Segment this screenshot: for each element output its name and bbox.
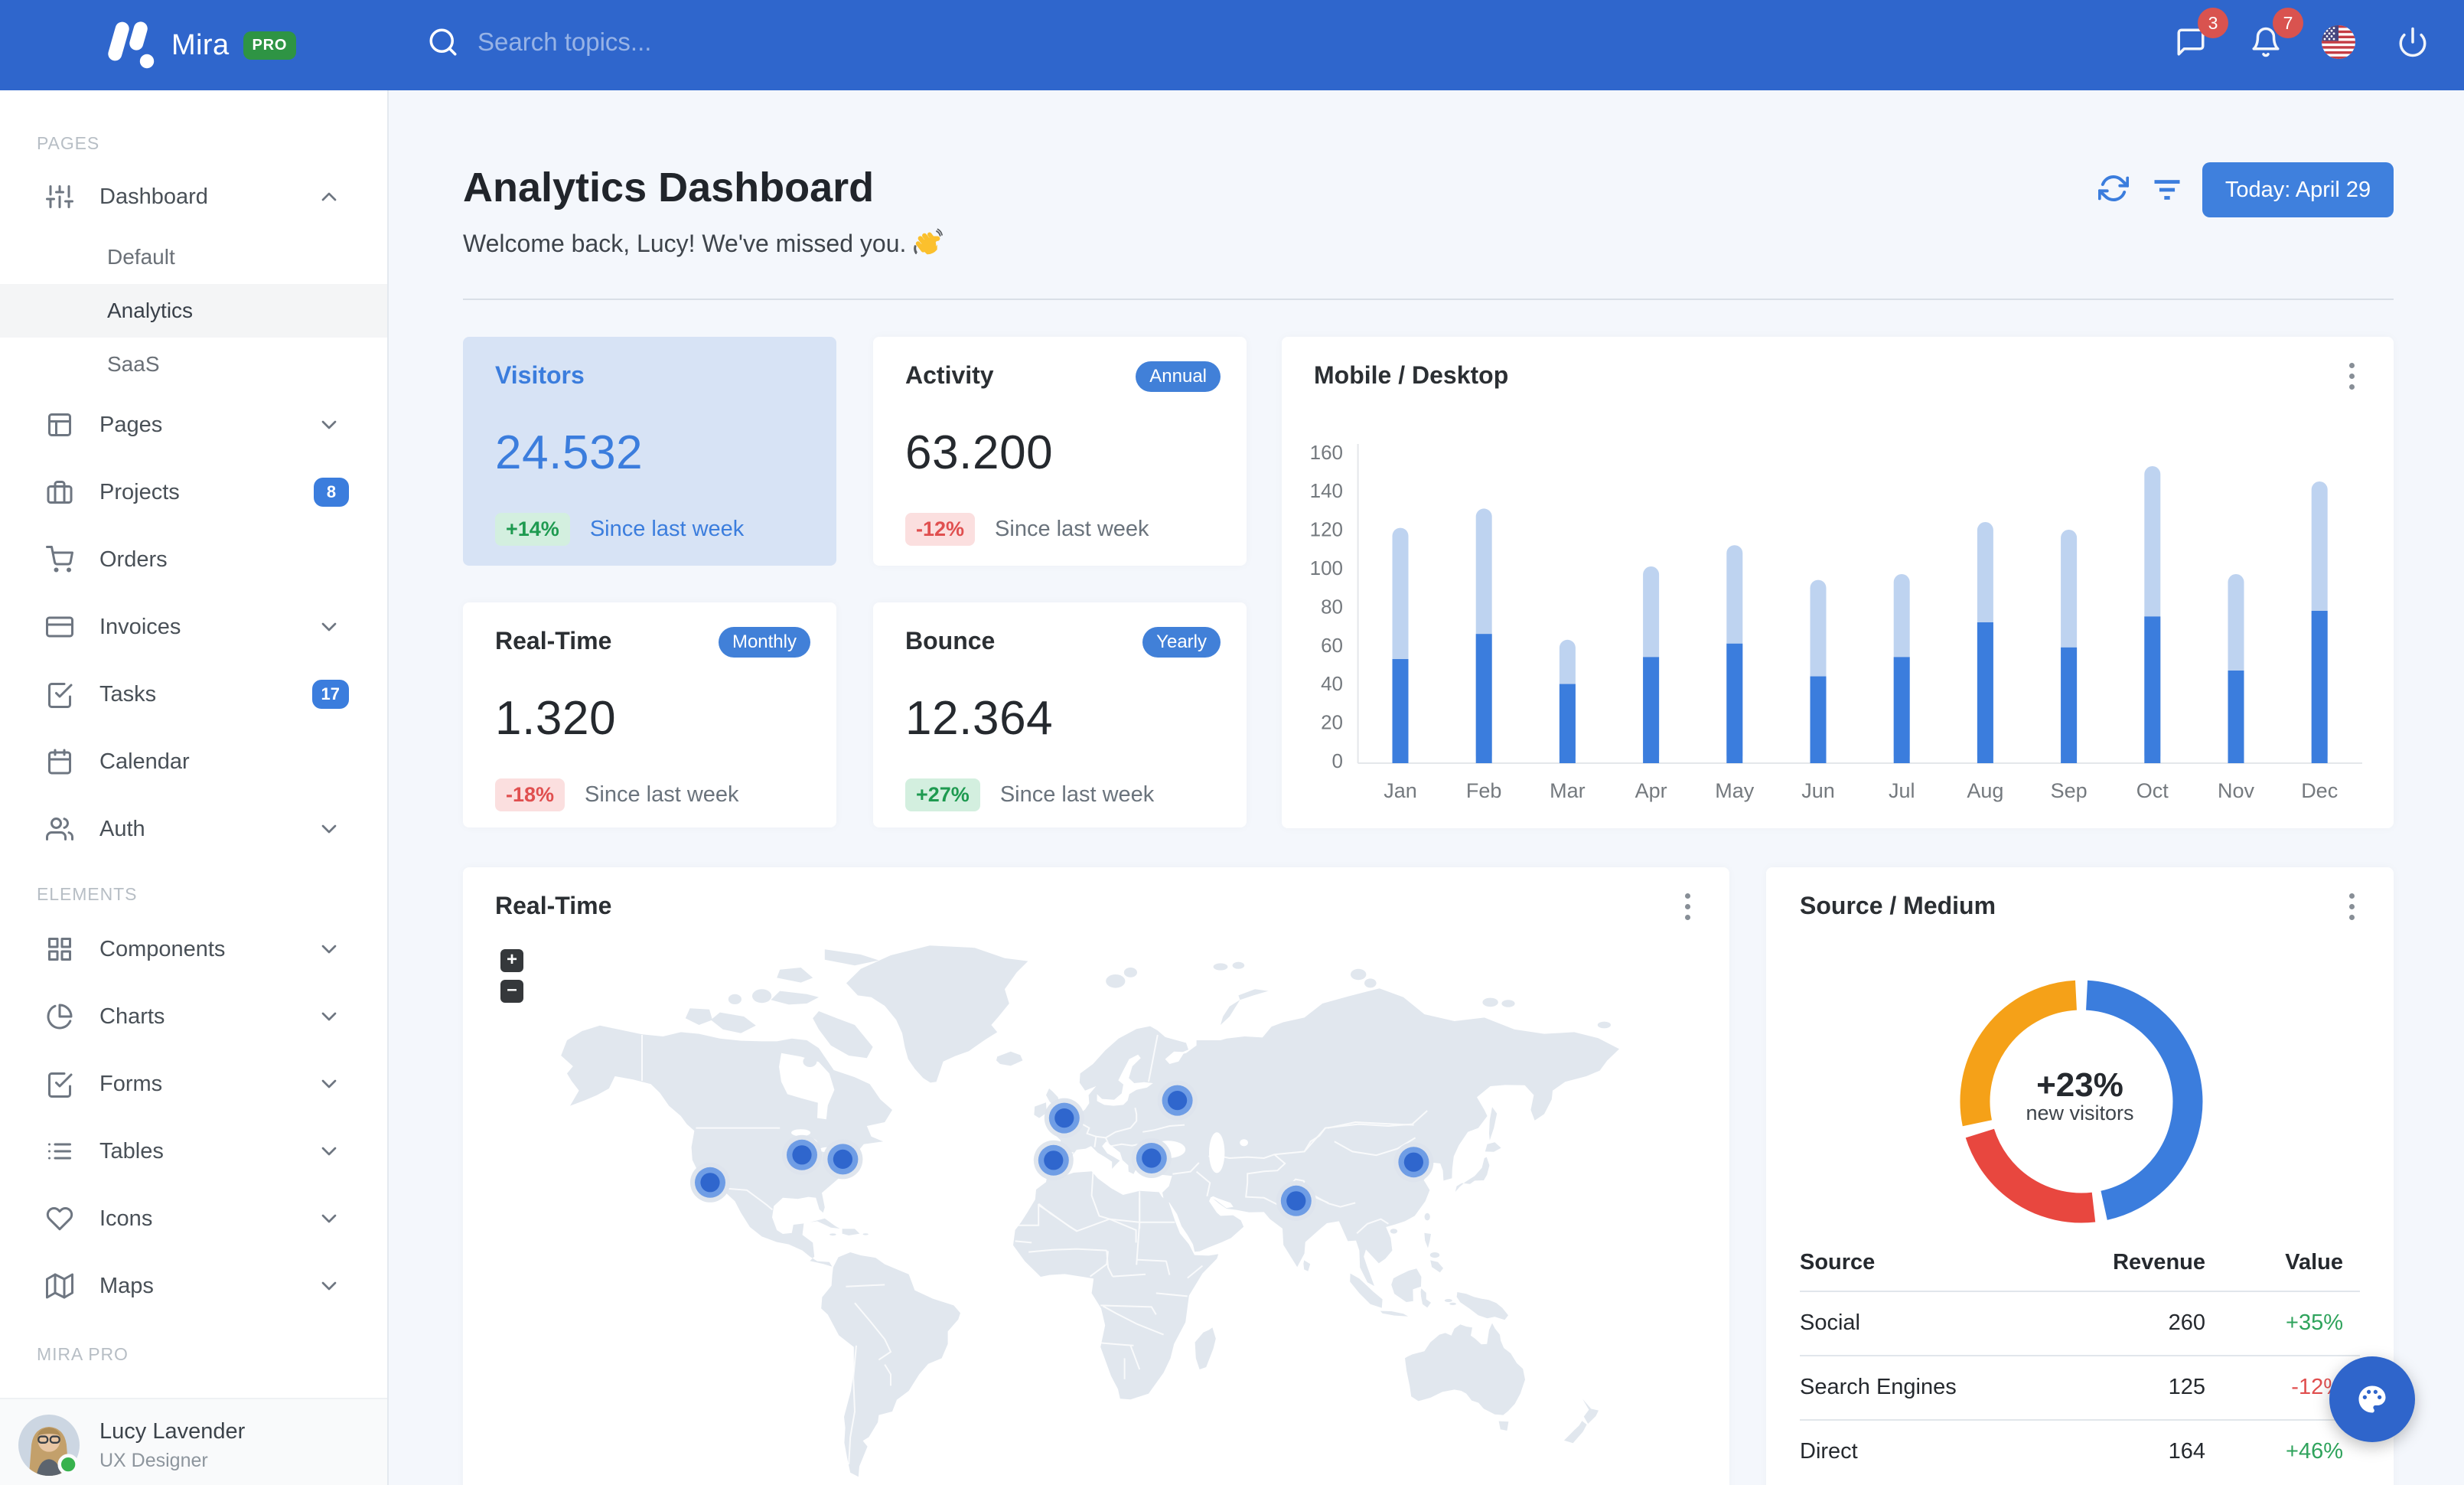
svg-text:Aug: Aug [1967,779,2003,802]
svg-text:80: 80 [1321,595,1343,618]
svg-text:60: 60 [1321,634,1343,657]
svg-text:40: 40 [1321,672,1343,695]
svg-text:160: 160 [1310,441,1343,464]
svg-text:20: 20 [1321,711,1343,734]
svg-text:Oct: Oct [2136,779,2169,802]
svg-text:120: 120 [1310,518,1343,541]
svg-text:Dec: Dec [2301,779,2338,802]
svg-text:140: 140 [1310,479,1343,502]
svg-text:0: 0 [1332,749,1343,772]
svg-text:Sep: Sep [2051,779,2088,802]
svg-text:Jul: Jul [1889,779,1915,802]
svg-text:Feb: Feb [1466,779,1502,802]
svg-text:100: 100 [1310,556,1343,579]
svg-text:Jan: Jan [1384,779,1417,802]
svg-text:Nov: Nov [2218,779,2255,802]
svg-text:Apr: Apr [1635,779,1667,802]
svg-text:May: May [1715,779,1755,802]
svg-text:Jun: Jun [1801,779,1835,802]
svg-text:Mar: Mar [1550,779,1586,802]
